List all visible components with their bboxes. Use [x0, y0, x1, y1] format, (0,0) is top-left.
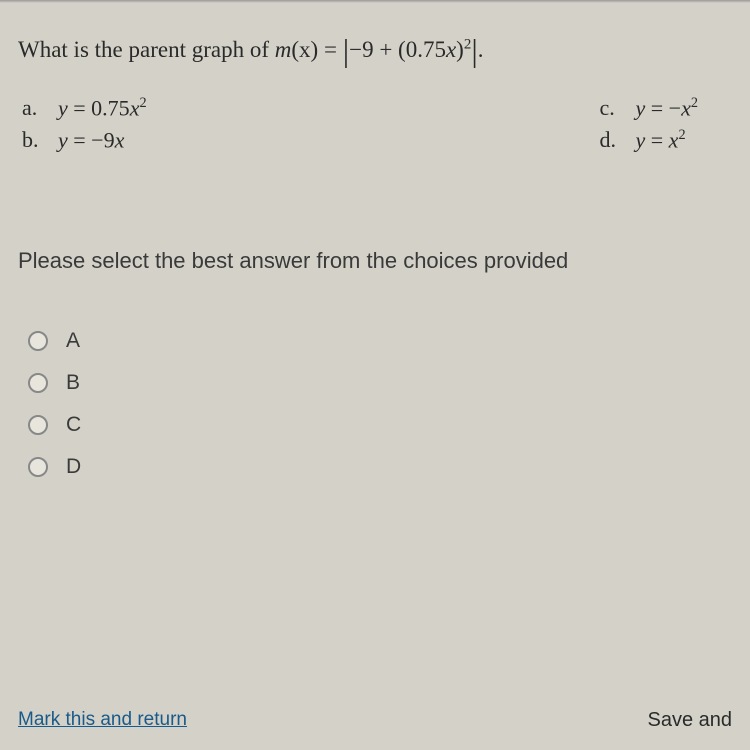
choice-d: d. y = x2 — [599, 127, 698, 153]
choice-letter: a. — [22, 95, 40, 121]
instruction-text: Please select the best answer from the c… — [18, 248, 732, 274]
choice-letter: b. — [22, 127, 40, 153]
choice-letter: c. — [599, 95, 617, 121]
answer-choices: a. y = 0.75x2 b. y = −9x c. y = −x2 d. y… — [18, 95, 732, 154]
radio-label: B — [66, 371, 80, 395]
choice-letter: d. — [599, 127, 617, 153]
question-formula: m(x) = |−9 + (0.75x)2| — [275, 37, 478, 62]
radio-circle-icon — [28, 331, 48, 351]
choice-equation: y = −9x — [58, 127, 124, 153]
choice-a: a. y = 0.75x2 — [22, 95, 147, 121]
top-border — [0, 0, 750, 3]
radio-option-a[interactable]: A — [28, 329, 732, 353]
save-button[interactable]: Save and — [647, 709, 732, 732]
radio-circle-icon — [28, 373, 48, 393]
choice-equation: y = −x2 — [635, 95, 698, 121]
radio-label: A — [66, 329, 80, 353]
question-suffix: . — [478, 37, 484, 62]
radio-circle-icon — [28, 415, 48, 435]
choice-c: c. y = −x2 — [599, 95, 698, 121]
radio-circle-icon — [28, 457, 48, 477]
radio-option-c[interactable]: C — [28, 413, 732, 437]
choice-equation: y = x2 — [635, 127, 685, 153]
choice-equation: y = 0.75x2 — [58, 95, 147, 121]
radio-option-b[interactable]: B — [28, 371, 732, 395]
radio-label: C — [66, 413, 81, 437]
footer: Mark this and return Save and — [0, 698, 750, 750]
radio-group: A B C D — [18, 329, 732, 479]
question-prefix: What is the parent graph of — [18, 37, 275, 62]
choice-b: b. y = −9x — [22, 127, 147, 153]
quiz-container: What is the parent graph of m(x) = |−9 +… — [0, 0, 750, 479]
radio-label: D — [66, 455, 81, 479]
mark-and-return-link[interactable]: Mark this and return — [18, 709, 187, 731]
question-text: What is the parent graph of m(x) = |−9 +… — [18, 28, 732, 73]
radio-option-d[interactable]: D — [28, 455, 732, 479]
choices-right-column: c. y = −x2 d. y = x2 — [599, 95, 728, 154]
choices-left-column: a. y = 0.75x2 b. y = −9x — [22, 95, 147, 154]
